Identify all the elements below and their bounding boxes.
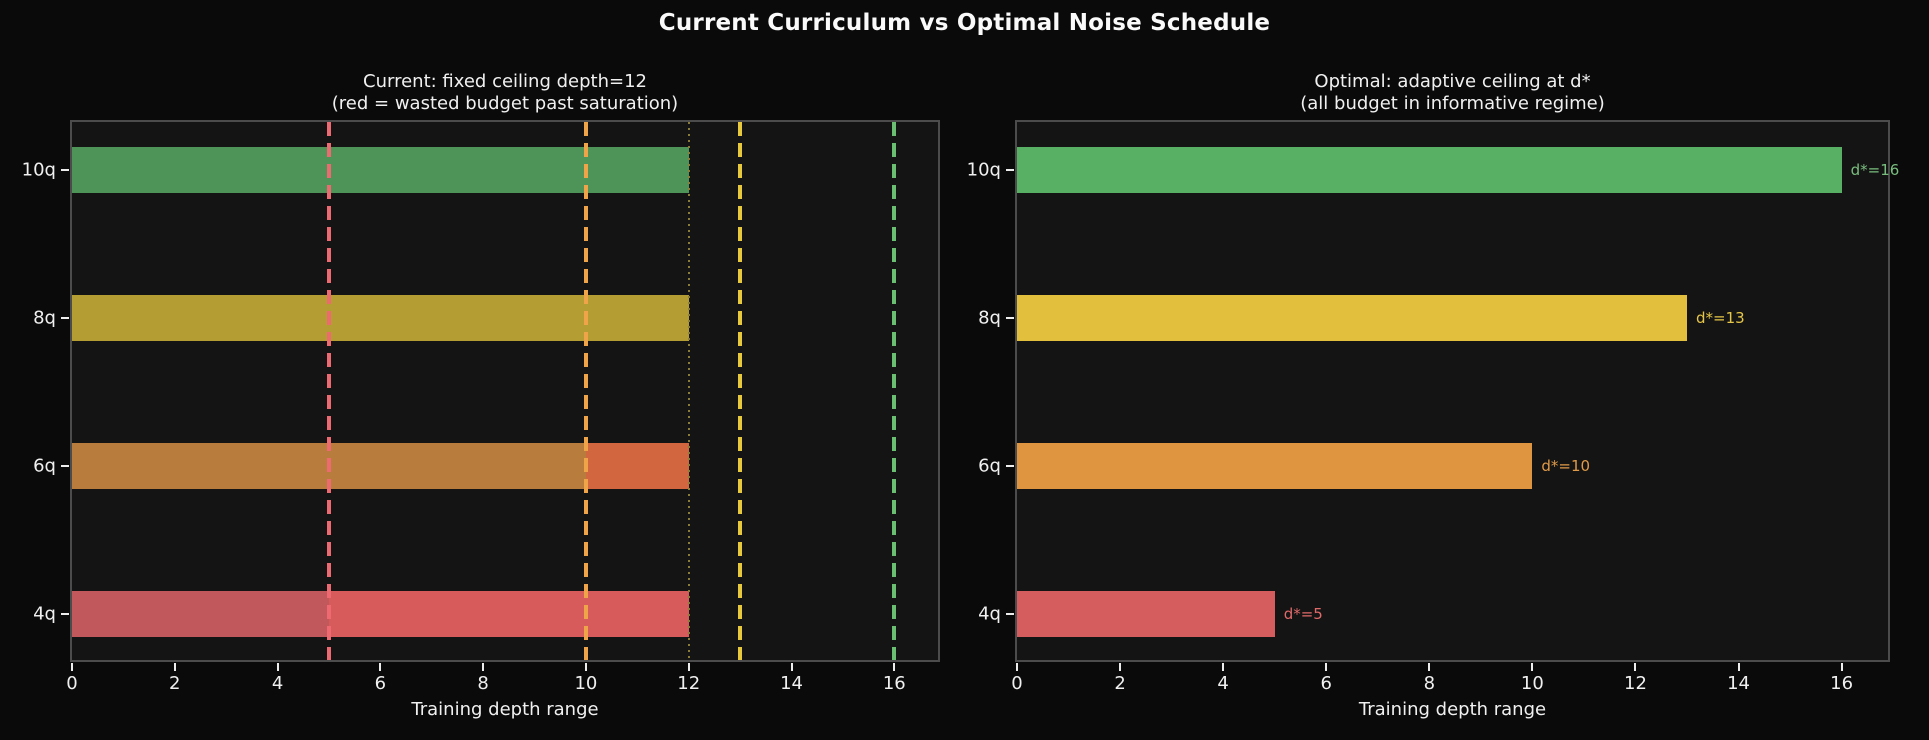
x-tick-mark-2 — [1119, 663, 1122, 671]
dstar-annotation-6q: d*=10 — [1541, 457, 1591, 476]
x-tick-label-10: 10 — [1520, 673, 1544, 694]
dstar-annotation-8q: d*=13 — [1696, 308, 1745, 327]
ceiling-vline — [687, 122, 690, 660]
x-tick-mark-8 — [1428, 663, 1431, 671]
y-tick-mark-8q — [1006, 316, 1014, 319]
bar-8q-segment — [72, 294, 689, 341]
right-plot-area: 10q d*=16 8q d*=13 6q d*=10 4q d*=5 0 2 4 6 8 10 12 14 1… — [967, 122, 1899, 694]
bar-6q-segment — [585, 443, 689, 490]
y-tick-label-4q: 4q — [33, 603, 56, 625]
x-tick-mark-10 — [1531, 663, 1534, 671]
left-chart-title-line1: Current: fixed ceiling depth=12 — [363, 71, 647, 92]
x-tick-label-14: 14 — [780, 673, 803, 694]
x-tick-mark-16 — [893, 663, 896, 671]
x-tick-mark-2 — [173, 663, 176, 671]
y-tick-label-8q: 8q — [33, 307, 56, 329]
x-tick-mark-14 — [1737, 663, 1740, 671]
y-tick-label-10q: 10q — [21, 159, 56, 181]
y-tick-mark-6q — [1006, 465, 1014, 468]
x-tick-label-2: 2 — [1114, 673, 1126, 694]
bar-10q-segment — [72, 146, 689, 193]
x-tick-label-4: 4 — [271, 673, 284, 694]
y-tick-label-10q: 10q — [966, 159, 1001, 181]
left-plot-area: 10q 8q 6q 4q 0 2 4 6 8 10 12 14 16 — [22, 122, 938, 694]
dstar-annotation-10q: d*=16 — [1850, 160, 1900, 179]
x-tick-label-4: 4 — [1217, 673, 1229, 694]
left-chart-title: Current: fixed ceiling depth=12 (red = w… — [70, 71, 940, 115]
x-tick-mark-6 — [379, 663, 382, 671]
x-tick-label-8: 8 — [1423, 673, 1436, 694]
x-tick-mark-4 — [1222, 663, 1225, 671]
x-tick-label-16: 16 — [882, 673, 906, 694]
bar-10q-segment — [1017, 146, 1842, 193]
y-tick-mark-6q — [61, 465, 69, 468]
left-chart: Current: fixed ceiling depth=12 (red = w… — [22, 0, 940, 740]
x-tick-label-0: 0 — [1011, 673, 1023, 694]
right-chart-title-line2: (all budget in informative regime) — [1300, 93, 1605, 114]
x-tick-label-16: 16 — [1830, 673, 1854, 694]
left-plot-box: 10q 8q 6q 4q 0 2 4 6 8 10 12 14 16 — [22, 120, 940, 694]
y-tick-label-6q: 6q — [978, 455, 1001, 477]
x-tick-label-2: 2 — [169, 673, 181, 694]
y-tick-mark-4q — [1006, 613, 1014, 616]
right-chart: Optimal: adaptive ceiling at d* (all bud… — [967, 0, 1900, 740]
x-tick-label-10: 10 — [574, 673, 598, 694]
bar-8q-segment — [1017, 294, 1687, 341]
x-tick-mark-14 — [790, 663, 793, 671]
x-tick-label-0: 0 — [66, 673, 78, 694]
bar-4q-segment — [328, 591, 689, 638]
right-chart-title-line1: Optimal: adaptive ceiling at d* — [1314, 71, 1591, 92]
dstar-vline — [738, 122, 743, 660]
left-chart-title-line2: (red = wasted budget past saturation) — [331, 93, 679, 114]
x-tick-label-6: 6 — [374, 673, 387, 694]
x-tick-mark-12 — [1634, 663, 1637, 671]
y-tick-mark-8q — [61, 316, 69, 319]
y-tick-label-4q: 4q — [978, 603, 1001, 625]
left-x-axis-label: Training depth range — [411, 699, 599, 720]
bar-4q-segment — [1017, 591, 1275, 638]
x-tick-mark-4 — [276, 663, 279, 671]
dstar-vline — [892, 122, 897, 660]
dstar-vline — [583, 122, 588, 660]
dstar-annotation-4q: d*=5 — [1283, 605, 1323, 624]
x-tick-mark-6 — [1325, 663, 1328, 671]
right-x-axis-label: Training depth range — [1358, 699, 1547, 720]
x-tick-label-6: 6 — [1320, 673, 1332, 694]
x-tick-label-12: 12 — [677, 673, 701, 694]
y-tick-mark-10q — [61, 168, 69, 171]
x-tick-mark-0 — [71, 663, 73, 671]
dstar-vline — [326, 122, 331, 660]
x-tick-mark-8 — [482, 663, 485, 671]
y-tick-mark-10q — [1006, 168, 1014, 171]
figure-title: Current Curriculum vs Optimal Noise Sche… — [658, 10, 1271, 36]
y-tick-label-6q: 6q — [33, 455, 56, 477]
x-tick-label-8: 8 — [477, 673, 489, 694]
right-chart-title: Optimal: adaptive ceiling at d* (all bud… — [1015, 71, 1890, 115]
y-tick-mark-4q — [61, 613, 69, 616]
x-tick-mark-12 — [687, 663, 690, 671]
bar-6q-segment — [1017, 443, 1533, 490]
x-tick-mark-16 — [1840, 663, 1843, 671]
x-tick-label-12: 12 — [1624, 673, 1647, 694]
y-tick-label-8q: 8q — [978, 307, 1001, 329]
x-tick-mark-10 — [584, 663, 587, 671]
right-plot-box: 10q d*=16 8q d*=13 6q d*=10 4q d*=5 0 2 4 6 8 10 12 14 1… — [967, 120, 1899, 694]
x-tick-label-14: 14 — [1727, 673, 1750, 694]
bar-4q-segment — [72, 591, 329, 638]
x-tick-mark-0 — [1016, 663, 1018, 671]
